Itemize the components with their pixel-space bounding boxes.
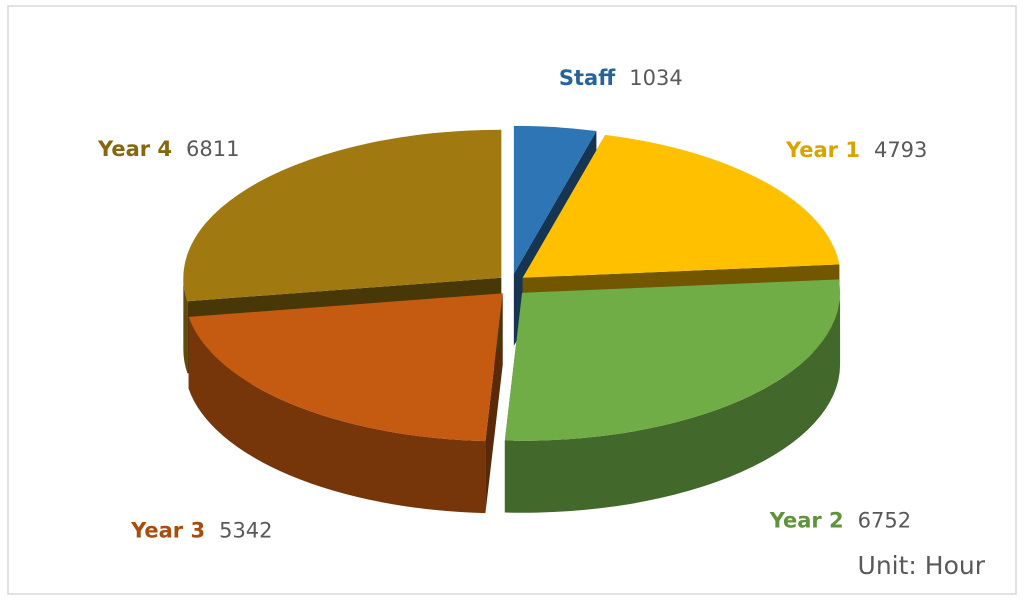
- value-label: 1034: [629, 66, 682, 90]
- value-label: 6811: [186, 137, 239, 161]
- category-label: Year 2: [769, 508, 844, 532]
- category-label: Year 3: [130, 519, 205, 543]
- slice-side: [504, 292, 841, 513]
- value-label: 6752: [858, 508, 911, 532]
- pie-slice: [183, 129, 502, 302]
- value-label: 4793: [874, 138, 927, 162]
- slice-side: [183, 277, 188, 374]
- pie-slice: [522, 134, 840, 278]
- data-label: Staff 1034: [559, 66, 683, 90]
- data-label: Year 3 5342: [130, 519, 272, 543]
- data-label-text: Year 3 5342: [130, 519, 272, 543]
- slice-tops: [183, 125, 841, 442]
- value-label: 5342: [219, 519, 272, 543]
- data-label-text: Staff 1034: [559, 66, 683, 90]
- data-label-text: Year 2 6752: [769, 508, 911, 532]
- slice-side: [188, 316, 486, 514]
- data-label-text: Year 4 6811: [97, 137, 239, 161]
- pie-slice: [188, 293, 503, 442]
- data-label: Year 2 6752: [769, 508, 911, 532]
- category-label: Staff: [559, 66, 616, 90]
- unit-annotation: Unit: Hour: [858, 551, 986, 580]
- data-label: Year 1 4793: [785, 138, 927, 162]
- data-label: Year 4 6811: [97, 137, 239, 161]
- data-label-text: Year 1 4793: [785, 138, 927, 162]
- category-label: Year 1: [785, 138, 860, 162]
- category-label: Year 4: [97, 137, 172, 161]
- pie-slice: [504, 279, 841, 441]
- pie-slice: [513, 125, 597, 274]
